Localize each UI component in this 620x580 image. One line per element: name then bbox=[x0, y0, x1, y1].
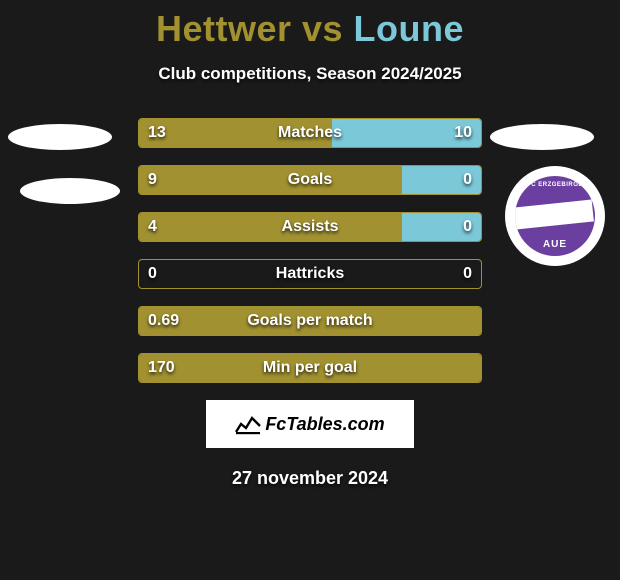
subtitle: Club competitions, Season 2024/2025 bbox=[0, 64, 620, 84]
club-badge-inner: FC ERZGEBIRGE AUE bbox=[515, 176, 595, 256]
stat-row: 9 0 Goals bbox=[138, 165, 482, 195]
brand-text: FcTables.com bbox=[265, 414, 384, 435]
stat-value-left: 170 bbox=[148, 359, 175, 377]
stat-row: 13 10 Matches bbox=[138, 118, 482, 148]
badge-stripe bbox=[515, 199, 594, 230]
decorative-ellipse bbox=[8, 124, 112, 150]
stat-row: 0.69 Goals per match bbox=[138, 306, 482, 336]
stat-label: Goals per match bbox=[247, 312, 372, 330]
stat-row: 4 0 Assists bbox=[138, 212, 482, 242]
brand-box: FcTables.com bbox=[206, 400, 414, 448]
stat-value-right: 0 bbox=[463, 265, 472, 283]
stat-label: Matches bbox=[278, 124, 342, 142]
stat-label: Assists bbox=[282, 218, 339, 236]
stat-row: 170 Min per goal bbox=[138, 353, 482, 383]
stat-value-left: 9 bbox=[148, 171, 157, 189]
club-badge: FC ERZGEBIRGE AUE bbox=[505, 166, 605, 266]
badge-bottom-text: AUE bbox=[515, 239, 595, 250]
footer-date: 27 november 2024 bbox=[0, 468, 620, 489]
stat-value-left: 0 bbox=[148, 265, 157, 283]
fctables-logo-icon bbox=[235, 412, 261, 436]
stat-label: Min per goal bbox=[263, 359, 357, 377]
player1-name: Hettwer bbox=[156, 8, 292, 49]
stat-value-right: 10 bbox=[454, 124, 472, 142]
player2-name: Loune bbox=[354, 8, 464, 49]
stat-label: Goals bbox=[288, 171, 332, 189]
stat-value-left: 4 bbox=[148, 218, 157, 236]
stat-label: Hattricks bbox=[276, 265, 344, 283]
bar-left bbox=[139, 166, 402, 194]
bar-left bbox=[139, 213, 402, 241]
stat-value-left: 0.69 bbox=[148, 312, 179, 330]
decorative-ellipse bbox=[490, 124, 594, 150]
vs-text: vs bbox=[292, 8, 354, 49]
comparison-title: Hettwer vs Loune bbox=[0, 0, 620, 50]
stat-value-left: 13 bbox=[148, 124, 166, 142]
decorative-ellipse bbox=[20, 178, 120, 204]
stat-row: 0 0 Hattricks bbox=[138, 259, 482, 289]
badge-top-text: FC ERZGEBIRGE bbox=[515, 182, 595, 188]
stat-value-right: 0 bbox=[463, 171, 472, 189]
stat-value-right: 0 bbox=[463, 218, 472, 236]
